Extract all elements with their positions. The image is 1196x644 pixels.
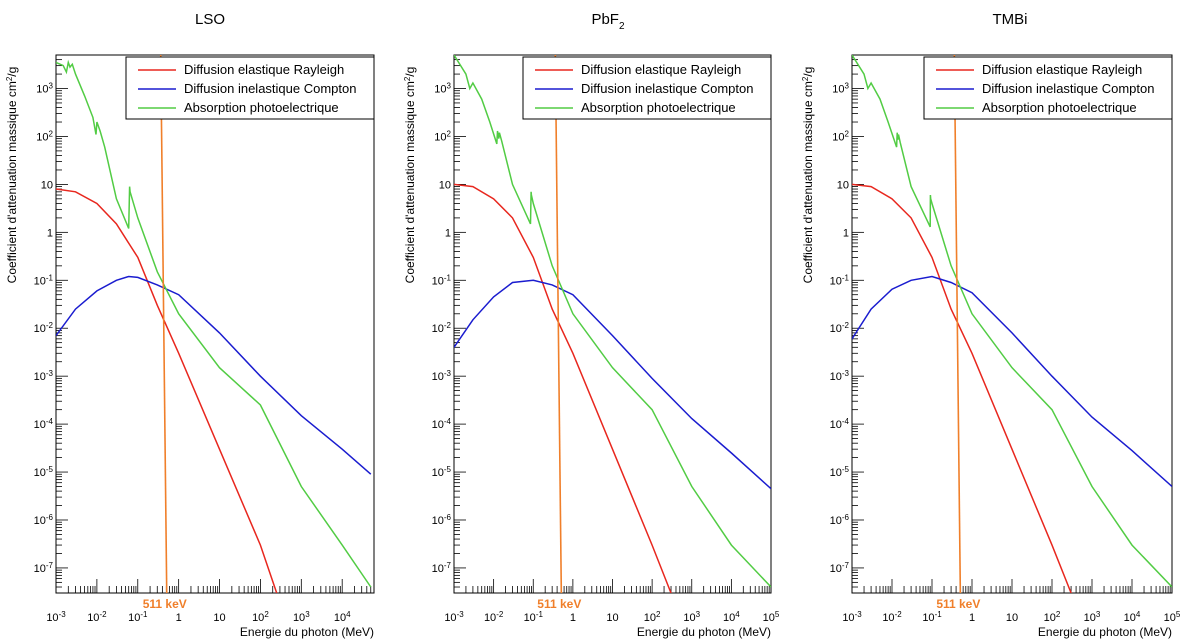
chart-title: LSO bbox=[195, 11, 225, 28]
x-tick-label: 103 bbox=[293, 610, 310, 625]
x-tick-label: 102 bbox=[644, 610, 661, 625]
legend-label: Diffusion inelastique Compton bbox=[982, 81, 1154, 96]
y-tick-label: 10-4 bbox=[830, 417, 850, 432]
x-tick-label: 1 bbox=[176, 612, 182, 624]
x-tick-label: 10-1 bbox=[922, 610, 942, 625]
y-tick-label: 103 bbox=[36, 81, 53, 96]
y-tick-label: 10-5 bbox=[830, 465, 850, 480]
x-tick-label: 103 bbox=[683, 610, 700, 625]
x-tick-label: 10-3 bbox=[444, 610, 464, 625]
y-tick-label: 102 bbox=[434, 129, 451, 144]
y-tick-label: 10-1 bbox=[830, 273, 850, 288]
y-tick-label: 103 bbox=[832, 81, 849, 96]
x-tick-label: 10-2 bbox=[882, 610, 902, 625]
series-line bbox=[56, 59, 372, 588]
y-tick-label: 10-5 bbox=[34, 465, 54, 480]
chart-panel-1: LSO 10-3 10-2 10-1 1 10 102 103 104 10-7 10-6 10-5 1… bbox=[5, 11, 375, 639]
y-tick-label: 102 bbox=[832, 129, 849, 144]
y-tick-label: 10-4 bbox=[432, 417, 452, 432]
y-tick-label: 10-6 bbox=[432, 512, 452, 527]
y-tick-label: 10-1 bbox=[34, 273, 54, 288]
y-axis-label: Coefficient d'attenuation massique cm2/g bbox=[5, 67, 20, 284]
x-axis-label: Energie du photon (MeV) bbox=[637, 625, 771, 639]
y-tick-label: 10 bbox=[41, 179, 53, 191]
marker-label: 511 keV bbox=[143, 597, 187, 611]
marker-line-511kev bbox=[953, 54, 962, 594]
y-tick-label: 10-3 bbox=[432, 369, 452, 384]
x-axis-label: Energie du photon (MeV) bbox=[1038, 625, 1172, 639]
x-tick-label: 105 bbox=[763, 610, 780, 625]
y-tick-label: 103 bbox=[434, 81, 451, 96]
y-tick-label: 1 bbox=[47, 227, 53, 239]
x-tick-label: 1 bbox=[969, 612, 975, 624]
plot-frame bbox=[55, 54, 375, 594]
x-axis-label: Energie du photon (MeV) bbox=[240, 625, 374, 639]
y-tick-label: 10-3 bbox=[830, 369, 850, 384]
legend-label: Absorption photoelectrique bbox=[982, 100, 1137, 115]
series-line bbox=[454, 279, 771, 490]
y-tick-label: 10-2 bbox=[830, 321, 850, 336]
y-tick-label: 10-5 bbox=[432, 465, 452, 480]
chart-title: TMBi bbox=[993, 11, 1028, 28]
y-tick-label: 10-7 bbox=[432, 560, 452, 575]
y-tick-label: 1 bbox=[843, 227, 849, 239]
x-tick-label: 10 bbox=[606, 612, 618, 624]
y-tick-label: 10 bbox=[837, 179, 849, 191]
chart-panel-2: PbF2 10-3 10-2 10-1 1 10 102 103 104 105 10-7 10-6 1… bbox=[403, 11, 780, 639]
x-tick-label: 10-1 bbox=[524, 610, 544, 625]
y-tick-label: 10 bbox=[439, 179, 451, 191]
y-axis-label: Coefficient d'attenuation massique cm2/g bbox=[801, 67, 816, 284]
plot-frame bbox=[851, 54, 1173, 594]
chart-title: PbF2 bbox=[591, 11, 625, 32]
y-tick-label: 1 bbox=[445, 227, 451, 239]
y-axis-label: Coefficient d'attenuation massique cm2/g bbox=[403, 67, 418, 284]
legend-label: Diffusion elastique Rayleigh bbox=[184, 62, 344, 77]
x-tick-label: 104 bbox=[334, 610, 351, 625]
y-tick-label: 10-2 bbox=[34, 321, 54, 336]
x-tick-label: 104 bbox=[723, 610, 740, 625]
x-tick-label: 10-3 bbox=[46, 610, 66, 625]
legend-label: Absorption photoelectrique bbox=[184, 100, 339, 115]
series-line bbox=[852, 275, 1172, 488]
y-tick-label: 102 bbox=[36, 129, 53, 144]
marker-line-511kev bbox=[159, 54, 168, 594]
x-tick-label: 10 bbox=[1006, 612, 1018, 624]
y-tick-label: 10-3 bbox=[34, 369, 54, 384]
x-tick-label: 103 bbox=[1084, 610, 1101, 625]
x-tick-label: 104 bbox=[1124, 610, 1141, 625]
legend-label: Diffusion inelastique Compton bbox=[581, 81, 753, 96]
x-tick-label: 102 bbox=[1044, 610, 1061, 625]
legend-label: Diffusion inelastique Compton bbox=[184, 81, 356, 96]
series-line bbox=[852, 55, 1172, 588]
y-tick-label: 10-7 bbox=[830, 560, 850, 575]
y-tick-label: 10-6 bbox=[830, 512, 850, 527]
x-tick-label: 1 bbox=[570, 612, 576, 624]
x-tick-label: 10 bbox=[213, 612, 225, 624]
series-line bbox=[56, 275, 372, 475]
y-tick-label: 10-2 bbox=[432, 321, 452, 336]
x-tick-label: 10-2 bbox=[484, 610, 504, 625]
marker-label: 511 keV bbox=[537, 597, 581, 611]
marker-label: 511 keV bbox=[936, 597, 980, 611]
legend-label: Absorption photoelectrique bbox=[581, 100, 736, 115]
x-tick-label: 10-3 bbox=[842, 610, 862, 625]
marker-line-511kev bbox=[554, 54, 563, 594]
legend-label: Diffusion elastique Rayleigh bbox=[581, 62, 741, 77]
legend-label: Diffusion elastique Rayleigh bbox=[982, 62, 1142, 77]
y-tick-label: 10-7 bbox=[34, 560, 54, 575]
y-tick-label: 10-6 bbox=[34, 512, 54, 527]
x-tick-label: 10-2 bbox=[87, 610, 107, 625]
x-tick-label: 102 bbox=[252, 610, 269, 625]
chart-panel-3: TMBi 10-3 10-2 10-1 1 10 102 103 104 105 10-7 10-6 1… bbox=[801, 11, 1181, 639]
x-tick-label: 105 bbox=[1164, 610, 1181, 625]
y-tick-label: 10-4 bbox=[34, 417, 54, 432]
x-tick-label: 10-1 bbox=[128, 610, 148, 625]
series-line bbox=[454, 183, 672, 593]
series-line bbox=[454, 55, 771, 588]
plot-frame bbox=[453, 54, 772, 594]
y-tick-label: 10-1 bbox=[432, 273, 452, 288]
series-line bbox=[852, 183, 1072, 593]
